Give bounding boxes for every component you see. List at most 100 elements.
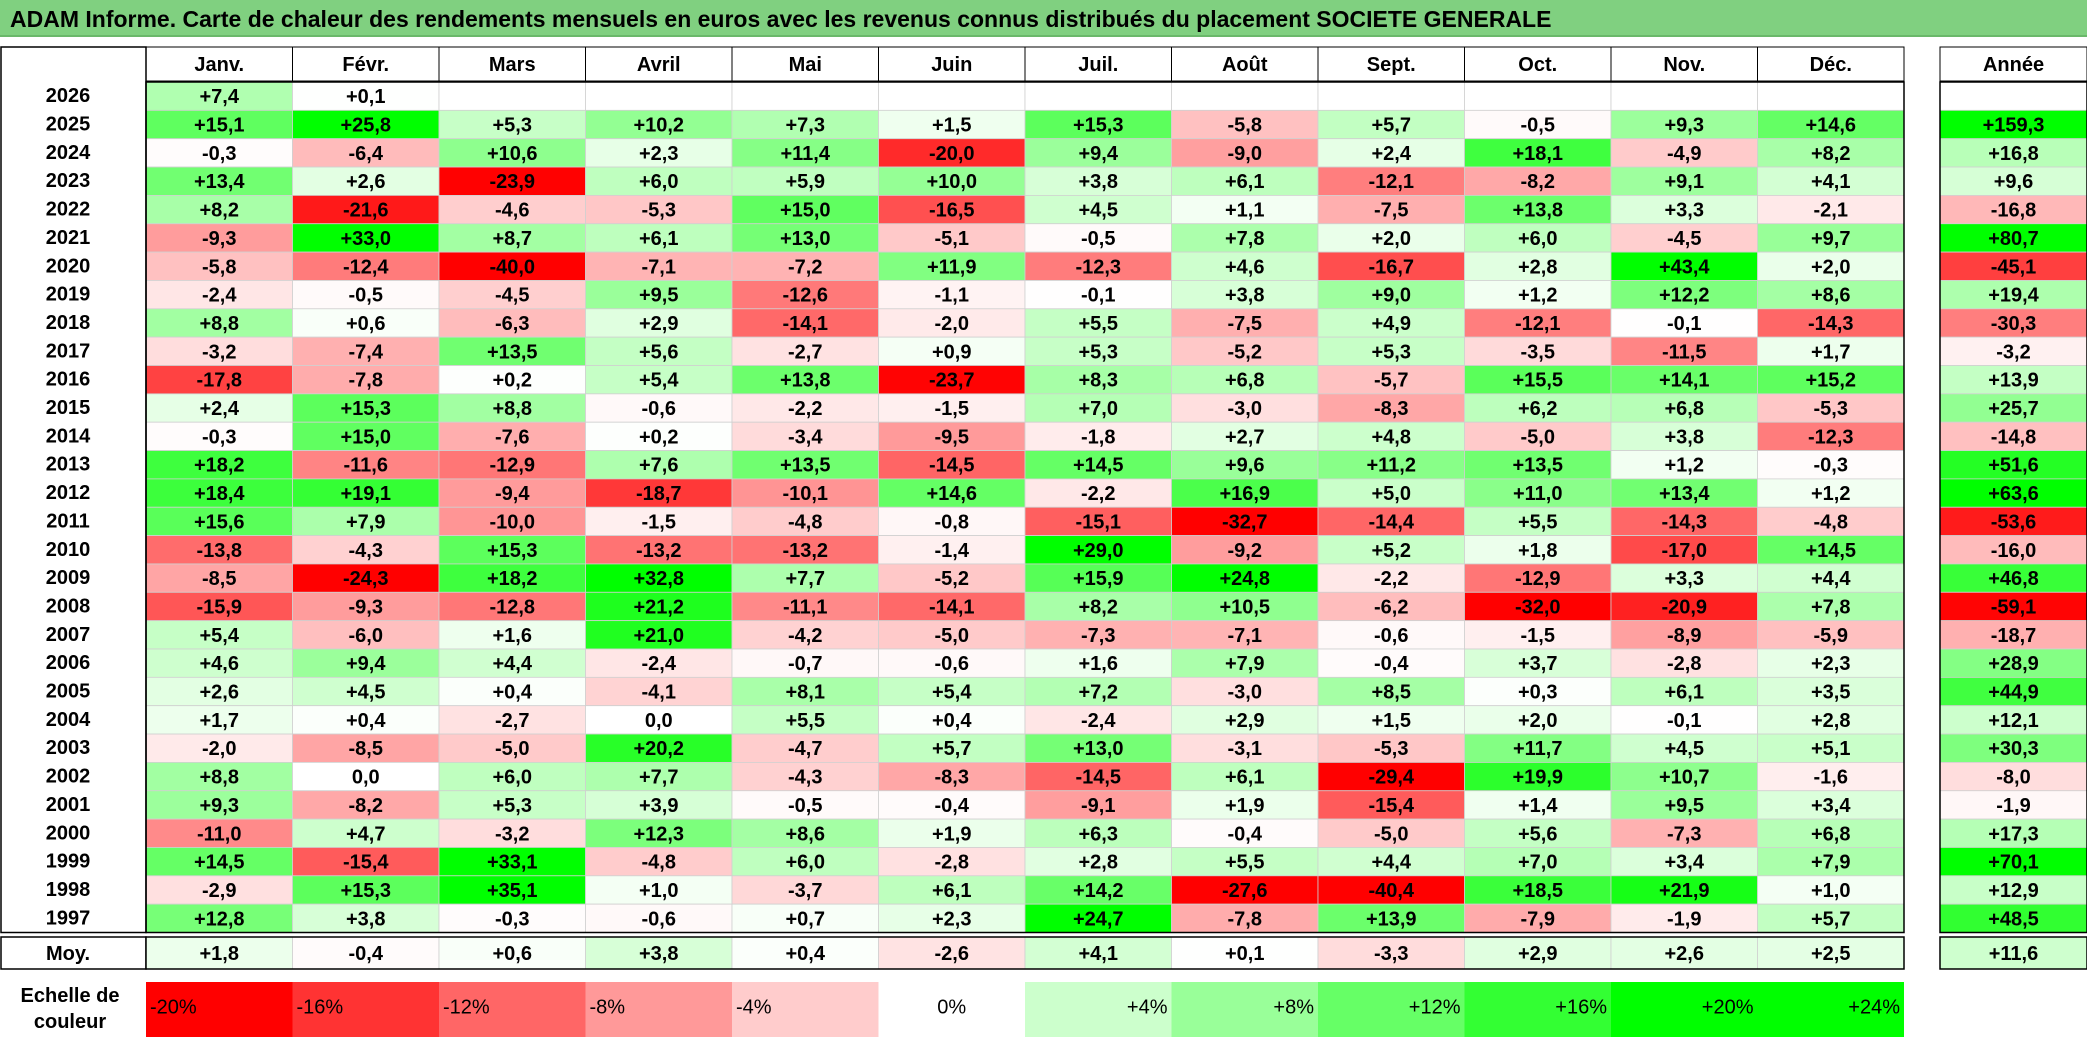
heatmap-cell (1317, 393, 1465, 423)
average-cell (1024, 936, 1172, 970)
heatmap-cell (438, 847, 586, 877)
heatmap-cell (585, 790, 733, 820)
heatmap-cell-value: +1,2 (1518, 285, 1557, 307)
row-year-label: 2012 (46, 482, 91, 504)
heatmap-cell-value: -17,0 (1661, 540, 1707, 562)
heatmap-cell-value: +1,5 (1372, 710, 1411, 732)
heatmap-cell (878, 166, 1026, 196)
heatmap-cell-value: -1,9 (1667, 908, 1701, 930)
heatmap-cell-value: -7,1 (1228, 625, 1262, 647)
annual-cell-value: +159,3 (1983, 115, 2045, 137)
heatmap-cell-value: +14,2 (1073, 880, 1124, 902)
heatmap-cell (731, 563, 879, 593)
heatmap-cell-value: +2,8 (1518, 256, 1557, 278)
heatmap-cell (878, 563, 1026, 593)
heatmap-cell-value: -2,2 (1081, 483, 1115, 505)
row-year-label: 2000 (46, 822, 91, 844)
heatmap-cell (1171, 280, 1319, 310)
heatmap-cell-value: +4,1 (1811, 171, 1850, 193)
heatmap-cell (1757, 365, 1905, 395)
heatmap-cell (585, 818, 733, 848)
heatmap-cell (438, 109, 586, 140)
heatmap-cell-value: -2,9 (202, 880, 236, 902)
heatmap-cell-value: +7,3 (786, 115, 825, 137)
heatmap-cell-value: +13,8 (780, 370, 831, 392)
heatmap-cell (292, 875, 440, 905)
heatmap-cell-value: -7,8 (349, 370, 383, 392)
heatmap-cell-value: -2,4 (642, 653, 677, 675)
heatmap-cell (1171, 535, 1319, 565)
heatmap-cell-value: -8,2 (1521, 171, 1555, 193)
average-cell-value: +2,9 (1518, 943, 1557, 965)
annual-cell-value: -59,1 (1991, 596, 2037, 618)
heatmap-cell-value: +2,3 (932, 908, 971, 930)
average-cell (1171, 936, 1319, 970)
month-header-cell (1757, 46, 1905, 82)
heatmap-cell-value: -7,6 (495, 426, 529, 448)
heatmap-cell (731, 790, 879, 820)
heatmap-cell (1024, 535, 1172, 565)
heatmap-cell-value: +13,4 (1659, 483, 1710, 505)
heatmap-cell-value: -14,1 (782, 313, 828, 335)
row-year-label: 1999 (46, 851, 91, 873)
annual-cell-value: -3,2 (1996, 341, 2030, 363)
heatmap-cell (1171, 563, 1319, 593)
heatmap-cell (878, 903, 1026, 933)
average-row-border (145, 936, 1905, 970)
month-header-cell (1464, 46, 1612, 82)
heatmap-cell-value: -21,6 (343, 200, 389, 222)
heatmap-cell-value: +20,2 (633, 738, 684, 760)
heatmap-cell (1317, 818, 1465, 848)
heatmap-cell-value: -10,0 (489, 511, 535, 533)
heatmap-cell-value: +1,0 (1811, 880, 1850, 902)
heatmap-cell (1757, 648, 1905, 678)
heatmap-cell (438, 393, 586, 423)
average-cell-value: +2,6 (1665, 943, 1704, 965)
row-year-label: 2017 (46, 340, 91, 362)
heatmap-cell (145, 733, 293, 763)
heatmap-cell-value: +1,6 (493, 625, 532, 647)
heatmap-cell (878, 194, 1026, 225)
average-cell (292, 936, 440, 970)
heatmap-cell (585, 251, 733, 281)
heatmap-cell (292, 506, 440, 537)
heatmap-cell (438, 421, 586, 451)
annual-cell-value: -8,0 (1996, 767, 2030, 789)
heatmap-cell (878, 790, 1026, 820)
heatmap-cell (1610, 194, 1758, 225)
heatmap-cell-value: -2,4 (202, 285, 237, 307)
annual-cell (1939, 478, 2087, 508)
heatmap-cell (1317, 478, 1465, 508)
heatmap-cell (145, 81, 293, 111)
heatmap-cell (1171, 762, 1319, 792)
heatmap-cell (438, 506, 586, 537)
heatmap-cell (1317, 308, 1465, 338)
heatmap-cell-value: +4,4 (1372, 852, 1412, 874)
heatmap-cell (1464, 81, 1612, 111)
heatmap-cell-value: -11,5 (1662, 341, 1706, 363)
heatmap-cell-value: -0,1 (1081, 285, 1115, 307)
heatmap-cell (878, 733, 1026, 763)
annual-cell-value: +13,9 (1988, 370, 2039, 392)
heatmap-cell (292, 393, 440, 423)
heatmap-cell (1757, 506, 1905, 537)
average-cell-value: -2,6 (935, 943, 969, 965)
heatmap-cell-value: -14,4 (1368, 511, 1414, 533)
heatmap-cell-value: -4,8 (788, 511, 822, 533)
heatmap-cell-value: -6,0 (349, 625, 383, 647)
heatmap-cell-value: +6,0 (639, 171, 678, 193)
month-header-cell (145, 46, 293, 82)
heatmap-cell (145, 138, 293, 168)
heatmap-cell-value: +4,4 (1811, 568, 1851, 590)
heatmap-cell-value: +5,5 (1518, 511, 1557, 533)
month-header-cell (1610, 46, 1758, 82)
heatmap-cell-value: +1,9 (932, 823, 971, 845)
heatmap-cell-value: +13,5 (487, 341, 538, 363)
heatmap-cell-value: -14,5 (1075, 767, 1121, 789)
heatmap-cell (1610, 790, 1758, 820)
month-header-cell (1317, 46, 1465, 82)
heatmap-cell-value: +2,8 (1079, 852, 1118, 874)
heatmap-cell-value: -0,8 (935, 511, 969, 533)
scale-stop-label: +12% (1409, 997, 1461, 1019)
heatmap-cell-value: +15,3 (340, 398, 391, 420)
